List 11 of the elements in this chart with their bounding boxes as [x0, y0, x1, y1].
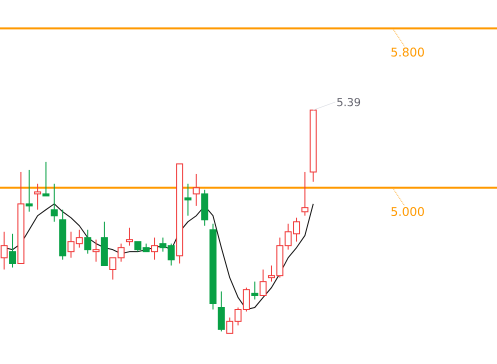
- candlestick: [50, 183, 58, 222]
- candlestick: [151, 237, 158, 260]
- text: 5.39: [337, 98, 360, 106]
- text: 5.800: [391, 48, 424, 57]
- candlestick: [192, 173, 200, 206]
- candlestick: [0, 231, 8, 270]
- candlestick: [209, 223, 217, 310]
- candlestick: [184, 183, 192, 216]
- text: 5.000: [391, 207, 424, 216]
- candlestick: [34, 183, 42, 210]
- candlestick: [92, 239, 100, 262]
